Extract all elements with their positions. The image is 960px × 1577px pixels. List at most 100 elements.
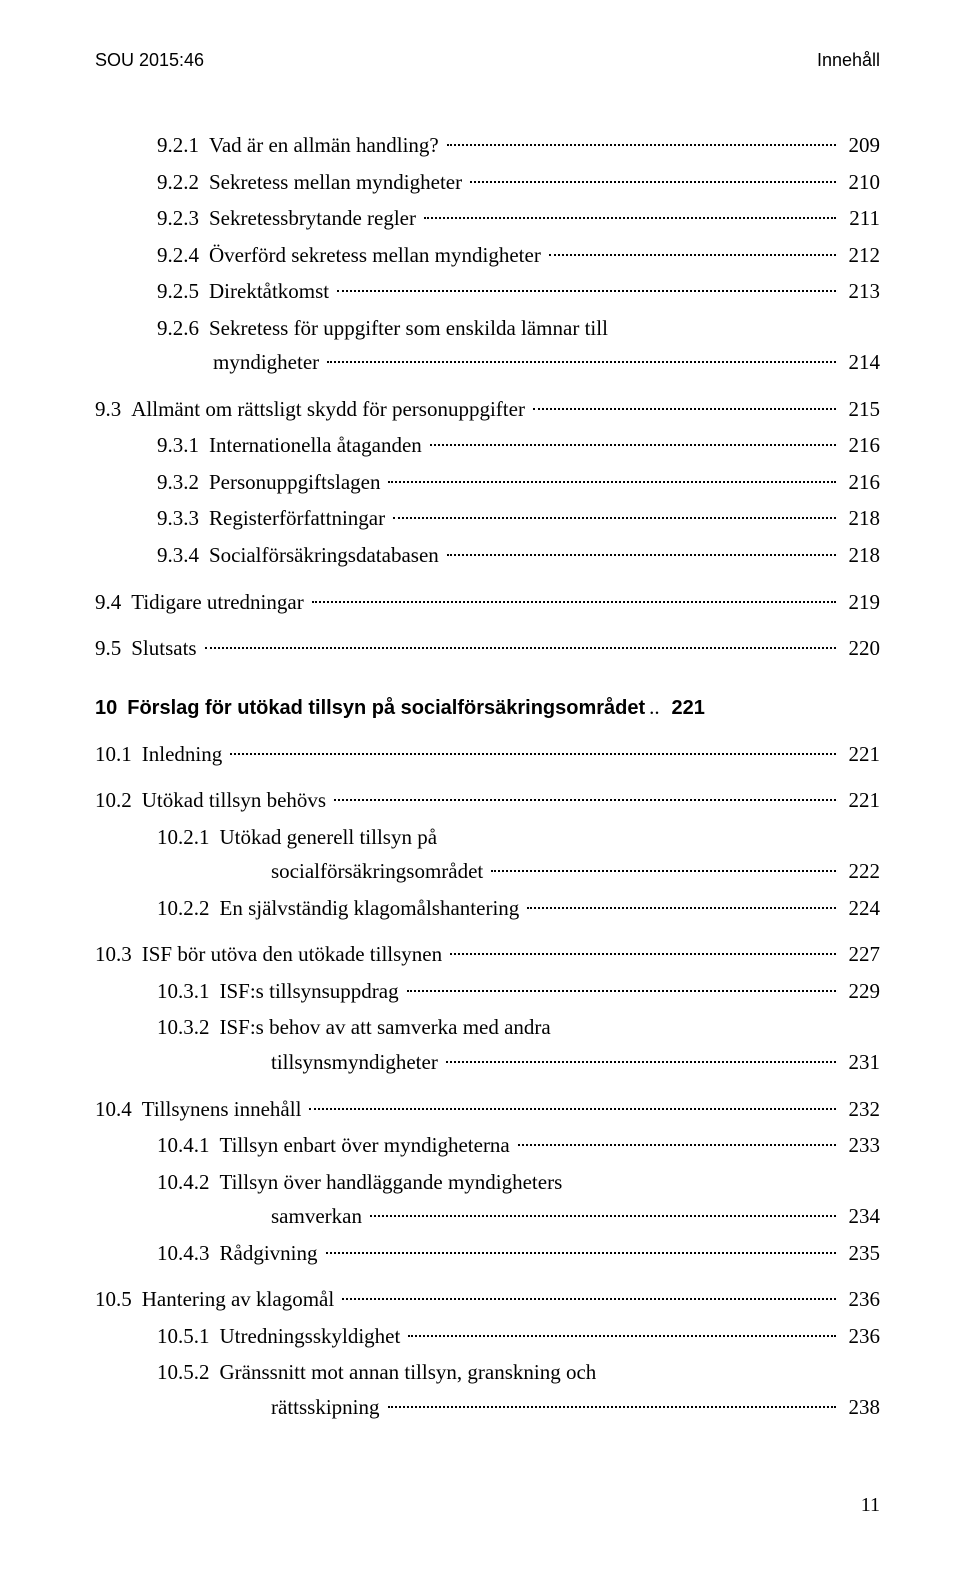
- toc-label: Hantering av klagomål: [142, 1283, 338, 1316]
- toc-leader: [205, 647, 836, 649]
- toc-entry: 9.3.2Personuppgiftslagen216: [157, 466, 880, 499]
- toc-leader: [370, 1215, 836, 1217]
- toc-number: 9.2.4: [157, 239, 209, 272]
- toc-label: Sekretess mellan myndigheter: [209, 166, 466, 199]
- toc-page: 215: [840, 393, 880, 426]
- toc-number: 10: [95, 693, 127, 724]
- toc-label: ISF:s tillsynsuppdrag: [220, 975, 403, 1008]
- toc-leader: [446, 1061, 836, 1063]
- toc-entry: 9.2.4Överförd sekretess mellan myndighet…: [157, 239, 880, 272]
- toc-label: En självständig klagomålshantering: [220, 892, 524, 925]
- toc-label: Gränssnitt mot annan tillsyn, granskning…: [220, 1356, 601, 1389]
- toc-leader: [342, 1298, 836, 1300]
- toc-label: Registerförfattningar: [209, 502, 389, 535]
- toc-page: 211: [840, 202, 880, 235]
- toc-leader: [491, 870, 836, 872]
- toc-entry: 10.3.2ISF:s behov av att samverka med an…: [157, 1011, 880, 1044]
- toc-number: 9.3.4: [157, 539, 209, 572]
- toc-number: 9.2.2: [157, 166, 209, 199]
- toc-entry: 9.2.5Direktåtkomst 213: [157, 275, 880, 308]
- toc-page: 221: [665, 693, 705, 724]
- toc-number: 10.4: [95, 1093, 142, 1126]
- toc-leader: [393, 517, 836, 519]
- toc-label: Allmänt om rättsligt skydd för personupp…: [131, 393, 529, 426]
- toc-entry: 9.3.1Internationella åtaganden216: [157, 429, 880, 462]
- toc-label: Tillsyn enbart över myndigheterna: [220, 1129, 514, 1162]
- toc-label: Förslag för utökad tillsyn på socialförs…: [127, 693, 649, 724]
- toc-leader: [309, 1108, 836, 1110]
- toc-entry: samverkan234: [271, 1200, 880, 1233]
- toc-label: rättsskipning: [271, 1391, 384, 1424]
- toc-separator: ..: [649, 691, 665, 724]
- toc-page: 236: [840, 1320, 880, 1353]
- toc-number: 9.4: [95, 586, 131, 619]
- toc-number: 9.3.2: [157, 466, 209, 499]
- toc-label: Sekretess för uppgifter som enskilda läm…: [209, 312, 612, 345]
- page-header: SOU 2015:46 Innehåll: [95, 50, 880, 71]
- toc-leader: [447, 144, 836, 146]
- toc-leader: [533, 408, 836, 410]
- toc-page: 227: [840, 938, 880, 971]
- toc-label: Tillsyn över handläggande myndigheters: [220, 1166, 567, 1199]
- toc-label: Sekretessbrytande regler: [209, 202, 420, 235]
- toc-entry: 10.3.1ISF:s tillsynsuppdrag229: [157, 975, 880, 1008]
- toc-label: Inledning: [142, 738, 226, 771]
- toc-leader: [388, 1406, 837, 1408]
- header-left: SOU 2015:46: [95, 50, 204, 71]
- toc-leader: [527, 907, 836, 909]
- toc-label: Slutsats: [131, 632, 200, 665]
- toc-label: Vad är en allmän handling?: [209, 129, 443, 162]
- toc-page: 221: [840, 738, 880, 771]
- toc-number: 9.2.3: [157, 202, 209, 235]
- toc-label: myndigheter: [213, 346, 323, 379]
- toc-page: 221: [840, 784, 880, 817]
- toc-label: Tillsynens innehåll: [142, 1093, 306, 1126]
- toc-entry: 10.4.3Rådgivning235: [157, 1237, 880, 1270]
- toc-number: 9.3: [95, 393, 131, 426]
- toc-leader: [549, 254, 836, 256]
- toc-label: Överförd sekretess mellan myndigheter: [209, 239, 545, 272]
- toc-number: 9.3.3: [157, 502, 209, 535]
- toc-entry: 9.2.3Sekretessbrytande regler 211: [157, 202, 880, 235]
- toc-page: 218: [840, 539, 880, 572]
- toc-number: 10.4.1: [157, 1129, 220, 1162]
- toc-label: Personuppgiftslagen: [209, 466, 384, 499]
- toc-leader: [337, 290, 836, 292]
- toc-label: ISF bör utöva den utökade tillsynen: [142, 938, 446, 971]
- toc-page: 213: [840, 275, 880, 308]
- toc-entry: 9.3Allmänt om rättsligt skydd för person…: [95, 393, 880, 426]
- toc-entry: 9.4Tidigare utredningar219: [95, 586, 880, 619]
- toc-page: 218: [840, 502, 880, 535]
- toc-page: 231: [840, 1046, 880, 1079]
- toc-leader: [407, 990, 836, 992]
- toc-page: 236: [840, 1283, 880, 1316]
- toc-number: 10.2: [95, 784, 142, 817]
- toc-number: 9.3.1: [157, 429, 209, 462]
- toc-label: samverkan: [271, 1200, 366, 1233]
- toc-label: Utökad tillsyn behövs: [142, 784, 330, 817]
- toc-leader: [334, 799, 836, 801]
- toc-label: Direktåtkomst: [209, 275, 333, 308]
- toc-entry: 10.5.2Gränssnitt mot annan tillsyn, gran…: [157, 1356, 880, 1389]
- toc-page: 214: [840, 346, 880, 379]
- toc-leader: [447, 554, 836, 556]
- toc-entry: 10.4Tillsynens innehåll232: [95, 1093, 880, 1126]
- toc-leader: [430, 444, 836, 446]
- toc-number: 10.2.1: [157, 821, 220, 854]
- toc-number: 10.1: [95, 738, 142, 771]
- toc-leader: [408, 1335, 836, 1337]
- toc-number: 9.2.5: [157, 275, 209, 308]
- toc-leader: [470, 181, 836, 183]
- toc-entry: 10.4.1Tillsyn enbart över myndigheterna 2…: [157, 1129, 880, 1162]
- toc-leader: [450, 953, 836, 955]
- toc-entry: 10.5Hantering av klagomål236: [95, 1283, 880, 1316]
- toc-page: 229: [840, 975, 880, 1008]
- toc-leader: [424, 217, 836, 219]
- toc-label: tillsynsmyndigheter: [271, 1046, 442, 1079]
- toc-page: 212: [840, 239, 880, 272]
- toc-label: Tidigare utredningar: [131, 586, 307, 619]
- toc-page: 233: [840, 1129, 880, 1162]
- toc-entry: rättsskipning238: [271, 1391, 880, 1424]
- toc-entry: 9.2.6Sekretess för uppgifter som enskild…: [157, 312, 880, 345]
- toc-page: 235: [840, 1237, 880, 1270]
